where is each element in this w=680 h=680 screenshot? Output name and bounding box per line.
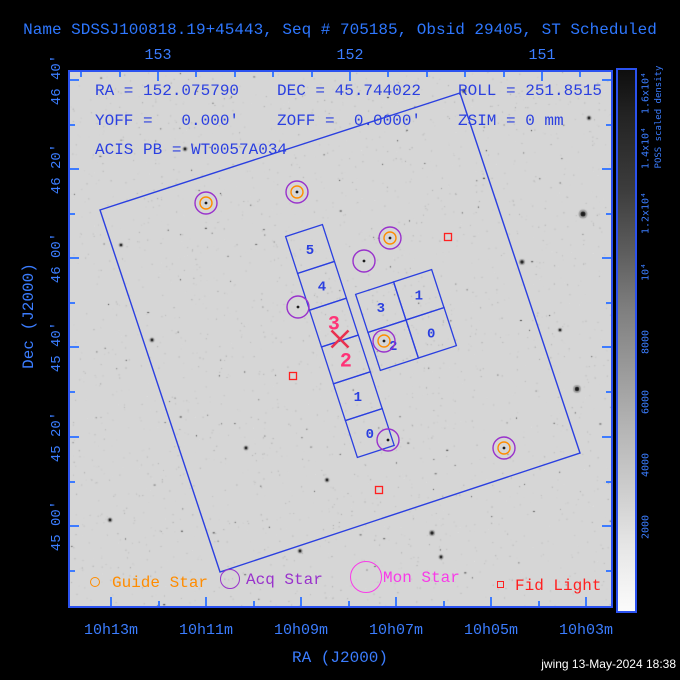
dec-axis-title: Dec (J2000) [20,263,38,369]
tick-mark [606,390,611,393]
tick-mark [602,168,611,170]
dec-label: 46 00' [49,232,65,284]
ra-hour-label: 10h07m [368,622,424,639]
tick-mark [606,123,611,126]
info-roll: ROLL = 251.8515 [458,82,603,100]
tick-mark [70,525,79,527]
ra-hour-label: 10h03m [558,622,614,639]
tick-mark [110,597,112,606]
dec-label: 45 20' [49,411,65,463]
tick-mark [602,79,611,81]
dec-label: 46 40' [49,54,65,106]
fid-light-legend-icon [497,581,505,589]
dec-label: 45 40' [49,321,65,373]
tick-mark [205,597,207,606]
colorbar-label: 1.2x10⁴ [640,191,652,235]
tick-mark [602,436,611,438]
ra-degree-label: 152 [336,47,364,64]
tick-mark [70,346,79,348]
mon-star-legend-label: Mon Star [383,569,460,587]
tick-mark [387,72,390,77]
tick-mark [157,72,159,81]
colorbar-label: 10⁴ [640,262,652,282]
tick-mark [70,257,79,259]
acq-star-legend-icon [219,568,240,589]
tick-mark [579,72,582,77]
tick-mark [606,480,611,483]
info-ra: RA = 152.075790 [95,82,240,100]
tick-mark [195,72,198,77]
tick-mark [541,72,543,81]
guide-star-legend-icon [89,576,100,587]
tick-mark [70,168,79,170]
colorbar-label: 4000 [640,452,652,478]
tick-mark [490,597,492,606]
tick-mark [347,601,350,606]
tick-mark [349,72,351,81]
fid-light-legend-label: Fid Light [515,577,602,595]
tick-mark [70,301,75,304]
info-acis-pb: ACIS PB = WT0057A034 [95,141,288,159]
tick-mark [602,525,611,527]
tick-mark [70,79,79,81]
ra-hour-label: 10h09m [273,622,329,639]
tick-mark [70,212,75,215]
info-yoff: YOFF = 0.000' [95,112,240,130]
dec-label: 46 20' [49,143,65,195]
tick-mark [606,212,611,215]
tick-mark [80,72,83,77]
info-dec: DEC = 45.744022 [277,82,422,100]
ra-degree-label: 153 [144,47,172,64]
ra-axis-title: RA (J2000) [291,649,388,667]
colorbar-label: 8000 [640,329,652,355]
tick-mark [602,257,611,259]
render-timestamp: jwing 13-May-2024 18:38 [541,657,676,671]
observation-title: Name SDSSJ100818.19+45443, Seq # 705185,… [23,21,657,39]
tick-mark [70,480,75,483]
colorbar-label: 1.6x10⁴ [640,71,652,115]
tick-mark [442,601,445,606]
tick-mark [233,72,236,77]
colorbar-label: 1.4x10⁴ [640,126,652,170]
density-colorbar [616,68,637,613]
tick-mark [606,301,611,304]
tick-mark [70,436,79,438]
tick-mark [70,123,75,126]
tick-mark [585,597,587,606]
colorbar-title: POSS scaled density [654,65,664,169]
ra-hour-label: 10h11m [178,622,234,639]
tick-mark [118,72,121,77]
ra-hour-label: 10h13m [83,622,139,639]
acq-star-legend-label: Acq Star [246,571,323,589]
tick-mark [70,390,75,393]
tick-mark [395,597,397,606]
tick-mark [464,72,467,77]
tick-mark [252,601,255,606]
ra-degree-label: 151 [528,47,556,64]
tick-mark [310,72,313,77]
tick-mark [537,601,540,606]
tick-mark [300,597,302,606]
tick-mark [425,72,428,77]
tick-mark [606,569,611,572]
tick-mark [502,72,505,77]
tick-mark [70,569,75,572]
info-zsim: ZSIM = 0 mm [458,112,564,130]
tick-mark [157,601,160,606]
colorbar-label: 6000 [640,389,652,415]
ra-hour-label: 10h05m [463,622,519,639]
colorbar-label: 2000 [640,514,652,540]
tick-mark [602,346,611,348]
tick-mark [272,72,275,77]
guide-star-legend-label: Guide Star [112,574,209,592]
mon-star-legend-icon [349,560,382,593]
info-zoff: ZOFF = 0.0000' [277,112,422,130]
dec-label: 45 00' [49,500,65,552]
